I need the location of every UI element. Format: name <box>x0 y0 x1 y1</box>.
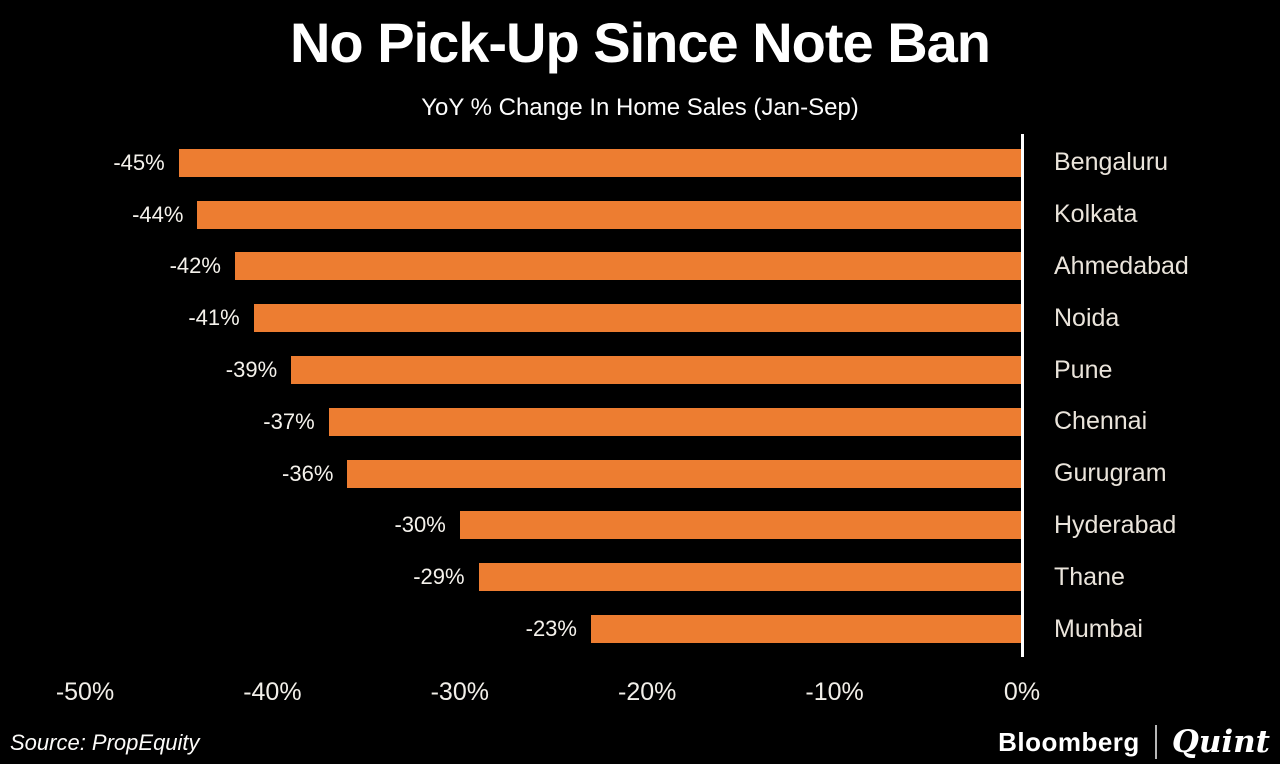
bar-row: -41% <box>85 292 1022 344</box>
bar <box>328 407 1022 436</box>
bloomberg-logo: Bloomberg <box>998 726 1140 757</box>
x-tick-label: -20% <box>618 678 677 706</box>
x-tick-label: -40% <box>243 678 302 706</box>
category-label: Kolkata <box>1054 200 1138 229</box>
category-label: Noida <box>1054 303 1120 332</box>
bar-value-label: -45% <box>113 149 165 175</box>
bar-value-label: -39% <box>225 357 278 383</box>
bar <box>234 252 1022 281</box>
plot-area: -45% -44% -42% -41% -39% -37% -36% -30% -29% -23% <box>85 137 1022 655</box>
bar <box>197 200 1022 229</box>
quint-logo: Quint <box>1171 724 1270 760</box>
bar-row: -23% <box>85 603 1022 655</box>
zero-axis-line <box>1021 134 1024 657</box>
bar-row: -45% <box>85 137 1022 189</box>
bar <box>459 511 1022 540</box>
bar <box>291 356 1022 385</box>
category-label: Thane <box>1054 562 1125 591</box>
bar-row: -44% <box>85 189 1022 241</box>
x-tick-label: -50% <box>55 678 115 706</box>
bar-value-label: -41% <box>188 305 240 331</box>
x-axis: -50% -40% -30% -20% -10% 0% <box>56 678 1040 714</box>
bar-value-label: -44% <box>132 201 184 227</box>
category-label: Ahmedabad <box>1054 251 1189 280</box>
x-tick-label: -10% <box>805 678 864 706</box>
bar-row: -29% <box>85 551 1022 603</box>
bar <box>590 615 1022 644</box>
category-label: Hyderabad <box>1054 510 1177 539</box>
x-tick-label: -30% <box>430 678 489 706</box>
brand-divider <box>1154 725 1157 759</box>
chart-title: No Pick-Up Since Note Ban <box>289 11 991 74</box>
bar-value-label: -23% <box>525 616 577 642</box>
bar-row: -30% <box>85 500 1022 552</box>
bar-value-label: -37% <box>263 408 315 434</box>
bar <box>178 148 1022 177</box>
category-label: Gurugram <box>1054 459 1167 488</box>
brand-logos: Bloomberg Quint <box>998 722 1270 762</box>
bar-value-label: -29% <box>413 564 465 590</box>
bar <box>478 563 1022 592</box>
source-note: Source: PropEquity <box>10 730 200 755</box>
chart-subtitle: YoY % Change In Home Sales (Jan-Sep) <box>421 94 859 121</box>
category-label: Pune <box>1054 355 1113 384</box>
x-tick-label: 0% <box>1003 678 1041 706</box>
category-label: Chennai <box>1054 407 1148 436</box>
bar-row: -39% <box>85 344 1022 396</box>
bar-value-label: -36% <box>282 460 334 486</box>
bar-value-label: -42% <box>169 253 221 279</box>
bar <box>253 304 1022 333</box>
bar-row: -36% <box>85 448 1022 500</box>
category-label: Mumbai <box>1054 614 1143 643</box>
bar-row: -42% <box>85 241 1022 293</box>
bar-row: -37% <box>85 396 1022 448</box>
category-labels: Bengaluru Kolkata Ahmedabad Noida Pune Chenna… <box>1054 137 1274 655</box>
category-label: Bengaluru <box>1054 148 1168 177</box>
bar <box>347 459 1022 488</box>
bar-value-label: -30% <box>394 512 446 538</box>
